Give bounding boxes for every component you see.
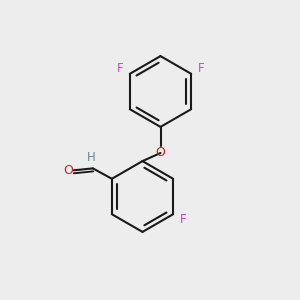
- Text: H: H: [87, 152, 96, 164]
- Text: F: F: [117, 61, 123, 75]
- Text: F: F: [198, 61, 204, 75]
- Text: O: O: [63, 164, 73, 177]
- Text: O: O: [156, 146, 165, 160]
- Text: F: F: [180, 213, 186, 226]
